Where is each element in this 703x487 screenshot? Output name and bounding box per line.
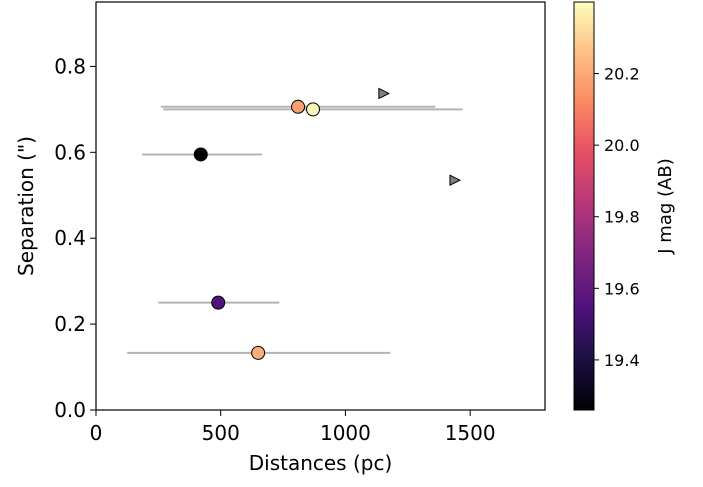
x-tick-label: 500 [202,421,240,445]
y-tick-label: 0.0 [54,398,86,422]
plot-frame [95,1,546,411]
data-point [193,147,208,162]
y-axis-label: Separation (") [14,136,38,276]
colorbar [573,1,595,411]
y-tick-label: 0.6 [54,140,86,164]
limit-triangle [378,87,390,100]
data-point [251,345,266,360]
y-tick-label: 0.8 [54,54,86,78]
x-axis-ticks: 0 500 1000 1500 [90,410,496,445]
x-axis-label: Distances (pc) [249,451,393,475]
colorbar-tick-label: 19.8 [604,208,640,227]
colorbar-ticks: 19.4 19.6 19.8 20.0 20.2 [594,65,640,370]
limit-markers [378,87,462,187]
error-bars [127,105,463,354]
colorbar-label: J mag (AB) [655,158,676,254]
colorbar-tick-label: 19.4 [604,351,640,370]
data-point [211,295,226,310]
y-tick-label: 0.2 [54,312,86,336]
x-tick-label: 1500 [445,421,496,445]
limit-triangle [449,174,462,187]
data-markers [193,99,321,360]
colorbar-tick-label: 19.6 [604,279,640,298]
data-point [291,99,306,114]
y-axis-ticks: 0.0 0.2 0.4 0.6 0.8 [54,54,96,422]
colorbar-tick-label: 20.2 [604,65,640,84]
colorbar-tick-label: 20.0 [604,136,640,155]
y-tick-label: 0.4 [54,226,86,250]
x-tick-label: 1000 [320,421,371,445]
x-tick-label: 0 [90,421,103,445]
data-point [306,102,321,117]
